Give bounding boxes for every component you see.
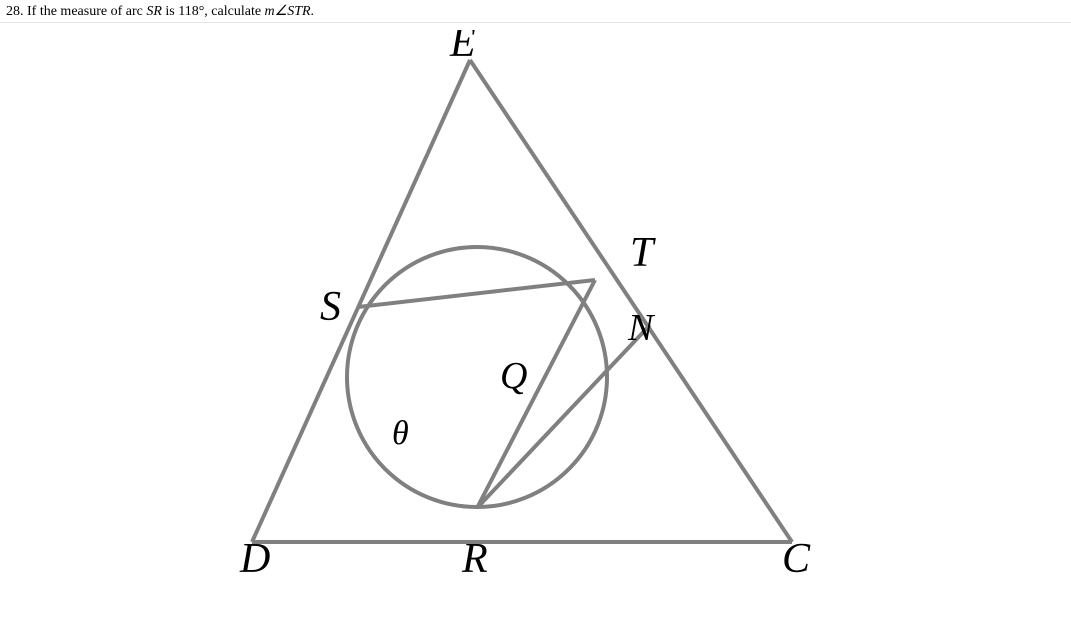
label-T: T: [630, 230, 656, 276]
label-E: E: [449, 30, 476, 66]
question-prefix: If the measure of arc: [27, 4, 146, 19]
label-N: N: [627, 307, 656, 349]
label-Q: Q: [500, 355, 527, 397]
label-S: S: [320, 284, 341, 330]
segment-RN: [477, 325, 650, 508]
question-suffix: .: [311, 4, 315, 19]
angle-expression: m∠STR: [265, 4, 311, 19]
page-container: { "question": { "number": "28.", "prefix…: [0, 0, 1071, 625]
question-mid: is 118°, calculate: [162, 4, 265, 19]
geometry-figure: E T S N Qθ D R C: [220, 30, 840, 620]
chord-ST: [358, 280, 595, 307]
label-D: D: [239, 536, 270, 582]
label-R: R: [461, 536, 488, 582]
question-number: 28.: [6, 4, 24, 19]
side-EC: [470, 60, 792, 542]
arc-name: SR: [146, 4, 162, 19]
label-C: C: [782, 536, 811, 582]
question-text: 28. If the measure of arc SR is 118°, ca…: [6, 4, 314, 21]
side-DE: [252, 60, 470, 542]
label-O: θ: [392, 415, 409, 452]
inscribed-circle: [347, 247, 607, 507]
chord-TR: [477, 280, 595, 508]
header-rule: [0, 22, 1071, 23]
